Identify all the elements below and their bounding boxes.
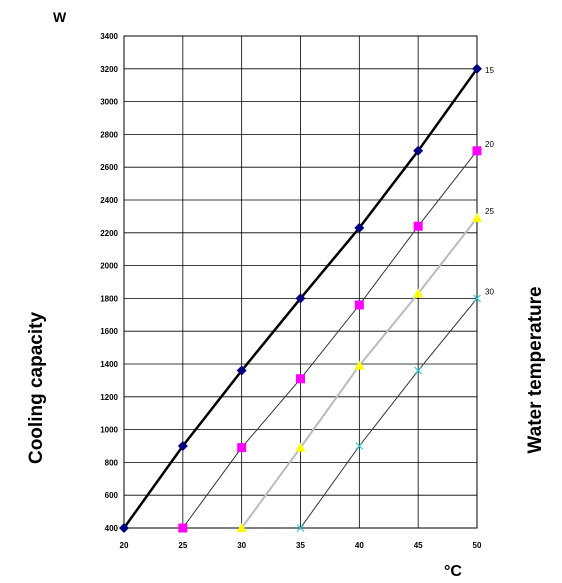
data-point-30 — [355, 442, 364, 450]
data-point-15 — [413, 145, 424, 156]
y-tick-label: 1600 — [100, 327, 118, 336]
series-label-25: 25 — [485, 207, 494, 216]
x-tick-label: 25 — [178, 541, 187, 550]
series-markers — [119, 63, 482, 533]
y-tick-label: 800 — [105, 458, 119, 467]
data-point-20 — [413, 221, 423, 231]
y-tick-label: 2400 — [100, 196, 118, 205]
data-point-20 — [296, 374, 305, 384]
y-tick-label: 2800 — [100, 130, 118, 139]
y-tick-label: 1000 — [100, 426, 118, 435]
x-tick-label: 35 — [296, 541, 305, 550]
y-axis-title: Cooling capacity — [26, 312, 47, 464]
right-axis-title: Water temperature — [525, 286, 546, 453]
y-tick-label: 2600 — [100, 163, 118, 172]
data-point-30 — [296, 524, 305, 532]
data-point-15 — [119, 523, 129, 533]
series-line-30 — [300, 298, 478, 529]
data-point-25 — [354, 360, 365, 370]
y-tick-label: 3000 — [100, 98, 118, 107]
y-tick-label: 2000 — [100, 262, 118, 271]
y-tick-label: 3200 — [100, 65, 118, 74]
y-tick-label: 3400 — [100, 32, 118, 41]
data-point-15 — [295, 293, 306, 304]
series-label-15: 15 — [485, 66, 494, 75]
y-unit-label: W — [53, 9, 67, 25]
series-label-30: 30 — [485, 287, 494, 296]
y-tick-label: 1800 — [100, 294, 118, 303]
data-point-25 — [295, 442, 306, 452]
data-point-15 — [177, 441, 188, 451]
series-labels: 15 20 25 30 — [485, 66, 494, 297]
x-tick-label: 20 — [120, 541, 129, 550]
data-point-25 — [413, 288, 424, 298]
data-point-25 — [472, 213, 482, 223]
grid — [123, 35, 478, 529]
y-tick-label: 1400 — [100, 360, 118, 369]
x-tick-label: 40 — [355, 541, 364, 550]
series-label-20: 20 — [485, 140, 494, 149]
data-point-30 — [473, 294, 481, 303]
x-unit-label: °C — [444, 563, 462, 580]
x-tick-label: 30 — [237, 541, 246, 550]
x-tick-label: 50 — [473, 541, 482, 550]
x-tick-label: 45 — [414, 541, 423, 550]
tick-labels: 400 600 800 1000 1200 1400 1600 1800 2000 2200 240… — [100, 32, 482, 550]
data-point-20 — [178, 523, 188, 533]
data-point-20 — [354, 300, 364, 310]
y-tick-label: 1200 — [100, 393, 118, 402]
series-line-20 — [182, 150, 478, 529]
data-point-20 — [472, 146, 482, 156]
data-point-30 — [414, 366, 423, 375]
y-tick-label: 400 — [105, 524, 119, 533]
data-point-20 — [237, 443, 247, 453]
y-tick-label: 2200 — [100, 229, 118, 238]
data-point-15 — [354, 222, 365, 233]
data-point-15 — [236, 365, 247, 376]
data-point-15 — [472, 63, 482, 74]
y-tick-label: 600 — [105, 491, 119, 500]
data-point-25 — [236, 523, 247, 532]
